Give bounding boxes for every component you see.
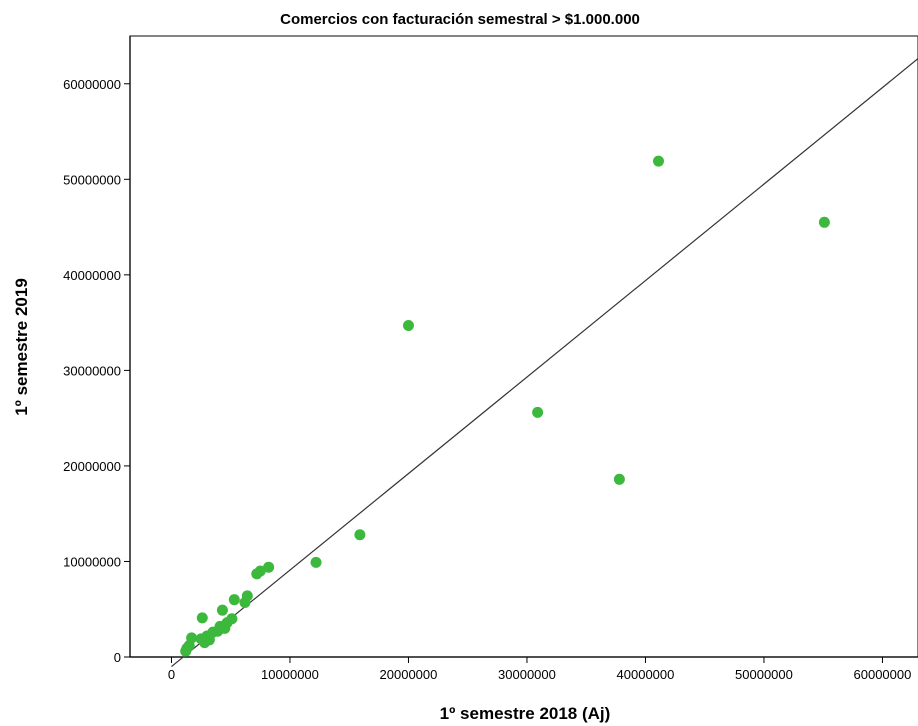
x-tick-label: 50000000 [735, 667, 793, 682]
x-tick-label: 10000000 [261, 667, 319, 682]
x-tick-label: 30000000 [498, 667, 556, 682]
data-point [652, 155, 664, 167]
y-axis-ticks: 0 10000000 20000000 30000000 40000000 5000000… [63, 77, 130, 665]
x-tick-label: 40000000 [617, 667, 675, 682]
data-point [818, 216, 830, 228]
data-point [226, 613, 238, 625]
data-point [613, 473, 625, 485]
data-point [354, 529, 366, 541]
y-tick-label: 20000000 [63, 459, 121, 474]
x-tick-label: 20000000 [380, 667, 438, 682]
x-axis-label: 1º semestre 2018 (Aj) [440, 704, 611, 723]
y-axis-label: 1º semestre 2019 [12, 278, 31, 416]
data-points [180, 155, 830, 657]
data-point [196, 612, 208, 624]
y-tick-label: 50000000 [63, 172, 121, 187]
y-tick-label: 30000000 [63, 363, 121, 378]
data-point [263, 561, 275, 573]
data-point [532, 406, 544, 418]
data-point [254, 565, 266, 577]
data-point [310, 556, 322, 568]
plot-frame [129, 35, 918, 658]
x-tick-label: 0 [168, 667, 175, 682]
data-point [228, 594, 240, 606]
y-tick-label: 10000000 [63, 554, 121, 569]
plot-area [129, 35, 918, 668]
chart-title: Comercios con facturación semestral > $1… [280, 11, 640, 28]
y-tick-label: 0 [114, 650, 121, 665]
fit-line [171, 58, 918, 668]
data-point [402, 319, 414, 331]
x-axis-ticks: 0 10000000 20000000 30000000 40000000 5000000… [168, 657, 912, 682]
fit-line-group [171, 58, 918, 668]
data-point [216, 604, 228, 616]
data-point [186, 632, 198, 644]
y-tick-label: 60000000 [63, 77, 121, 92]
data-point [241, 590, 253, 602]
x-tick-label: 60000000 [854, 667, 912, 682]
y-tick-label: 40000000 [63, 268, 121, 283]
